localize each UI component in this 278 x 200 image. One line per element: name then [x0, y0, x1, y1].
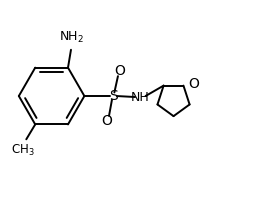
Text: NH$_2$: NH$_2$: [59, 30, 85, 45]
Text: O: O: [188, 77, 199, 91]
Text: O: O: [101, 114, 113, 128]
Text: NH: NH: [131, 91, 149, 104]
Text: CH$_3$: CH$_3$: [11, 143, 34, 158]
Text: O: O: [115, 64, 125, 78]
Text: S: S: [109, 89, 118, 103]
